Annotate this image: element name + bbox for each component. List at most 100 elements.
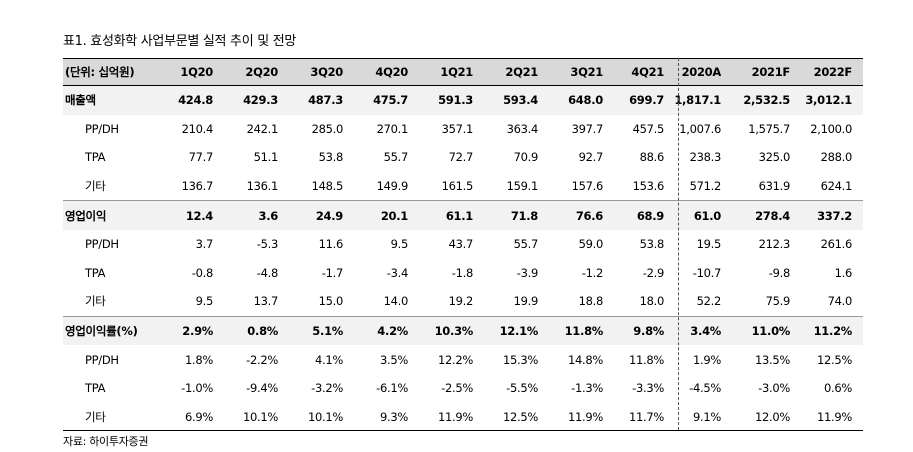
row-label: 기타: [85, 294, 106, 309]
table-cell: 13.5%: [754, 352, 790, 367]
table-cell: 74.0: [827, 294, 853, 309]
table-cell: -1.2: [581, 265, 604, 280]
column-header: 2Q21: [505, 65, 538, 79]
column-header: 4Q20: [375, 65, 408, 79]
table-cell: 88.6: [639, 150, 665, 165]
table-cell: 593.4: [503, 93, 538, 108]
row-label: PP/DH: [85, 352, 119, 367]
row-label: TPA: [85, 381, 106, 396]
table-cell: 591.3: [438, 93, 473, 108]
table-cell: -1.0%: [181, 381, 213, 396]
table-cell: 55.7: [383, 150, 409, 165]
table-cell: 397.7: [571, 121, 604, 136]
row-label: TPA: [85, 150, 106, 165]
table-cell: -4.8: [256, 265, 279, 280]
column-header: 2Q20: [245, 65, 278, 79]
table-cell: 14.0: [383, 294, 409, 309]
column-divider: [678, 58, 679, 430]
table-cell: 13.7: [253, 294, 279, 309]
table-cell: 153.6: [632, 179, 665, 194]
table-title: 표1. 효성화학 사업부문별 실적 추이 및 전망: [63, 34, 297, 49]
row-label: 기타: [85, 179, 106, 194]
table-cell: 53.8: [639, 237, 665, 252]
table-cell: 3.7: [195, 237, 214, 252]
table-cell: 363.4: [506, 121, 539, 136]
row-label: 영업이익: [65, 208, 107, 223]
table-row: PP/DH 3.7 -5.3 11.6 9.5 43.7 55.7 59.0 53.8 19.5 2…: [63, 230, 863, 259]
table-cell: 337.2: [817, 208, 852, 223]
table-cell: 11.8%: [628, 352, 664, 367]
table-cell: 148.5: [311, 179, 344, 194]
table-cell: 11.9%: [437, 409, 473, 424]
table-cell: 242.1: [246, 121, 279, 136]
table-cell: -3.2%: [311, 381, 343, 396]
table-cell: 12.2%: [437, 352, 473, 367]
table-cell: 475.7: [373, 93, 408, 108]
row-label: PP/DH: [85, 121, 119, 136]
table-cell: 0.8%: [247, 324, 278, 339]
table-cell: 19.9: [513, 294, 539, 309]
table-cell: 159.1: [506, 179, 539, 194]
table-cell: 1.6: [834, 265, 853, 280]
row-label: 기타: [85, 409, 106, 424]
table-cell: 11.0%: [751, 324, 791, 339]
row-label: 영업이익률(%): [65, 324, 138, 339]
table-cell: 75.9: [765, 294, 791, 309]
table-cell: 5.1%: [312, 324, 343, 339]
table-cell: 12.0%: [754, 409, 790, 424]
table-cell: 4.1%: [314, 352, 343, 367]
table-cell: 3.6: [258, 208, 279, 223]
table-cell: 9.3%: [379, 409, 408, 424]
table-cell: 51.1: [253, 150, 279, 165]
table-cell: 136.1: [246, 179, 279, 194]
table-cell: 70.9: [513, 150, 539, 165]
table-cell: 2,532.5: [743, 93, 790, 108]
table-cell: 10.3%: [434, 324, 474, 339]
table-cell: 1,575.7: [748, 121, 790, 136]
table-cell: 3,012.1: [805, 93, 852, 108]
table-cell: 15.3%: [502, 352, 538, 367]
table-cell: -6.1%: [376, 381, 408, 396]
table-cell: -2.2%: [246, 352, 278, 367]
column-header: 2021F: [751, 65, 791, 79]
table-cell: 325.0: [758, 150, 791, 165]
table-cell: 14.8%: [567, 352, 603, 367]
table-cell: 10.1%: [307, 409, 343, 424]
table-cell: 285.0: [311, 121, 344, 136]
table-cell: 4.2%: [377, 324, 408, 339]
table-cell: 11.2%: [813, 324, 853, 339]
column-header: 2022F: [813, 65, 853, 79]
table-cell: 71.8: [510, 208, 538, 223]
table-cell: -2.9: [642, 265, 665, 280]
table-cell: 18.0: [639, 294, 665, 309]
column-header: 3Q20: [310, 65, 343, 79]
table-cell: 15.0: [318, 294, 344, 309]
table-cell: 11.9%: [816, 409, 852, 424]
table-cell: 699.7: [629, 93, 664, 108]
table-cell: 1,817.1: [674, 93, 721, 108]
table-cell: 624.1: [820, 179, 853, 194]
table-cell: -4.5%: [689, 381, 721, 396]
table-cell: 11.9%: [567, 409, 603, 424]
table-cell: 631.9: [758, 179, 791, 194]
table-cell: 76.6: [575, 208, 603, 223]
table-cell: 53.8: [318, 150, 344, 165]
table-cell: -5.5%: [506, 381, 538, 396]
table-cell: 12.5%: [502, 409, 538, 424]
table-cell: 157.6: [571, 179, 604, 194]
table-cell: 288.0: [820, 150, 853, 165]
table-cell: 136.7: [181, 179, 214, 194]
table-row: 영업이익률(%) 2.9% 0.8% 5.1% 4.2% 10.3% 12.1% 11.8% 9…: [63, 315, 863, 346]
table-cell: 648.0: [568, 93, 603, 108]
table-cell: 238.3: [689, 150, 722, 165]
table-cell: 210.4: [181, 121, 214, 136]
table-row: 매출액 424.8 429.3 487.3 475.7 591.3 593.4 648.0 69…: [63, 86, 863, 115]
table-cell: -3.0%: [758, 381, 790, 396]
table-row: TPA 77.7 51.1 53.8 55.7 72.7 70.9 92.7 88.6 238.3…: [63, 143, 863, 172]
table-cell: 3.4%: [690, 324, 721, 339]
table-cell: -3.9: [516, 265, 539, 280]
table-cell: 92.7: [578, 150, 604, 165]
table-cell: 571.2: [689, 179, 722, 194]
table-cell: -1.7: [321, 265, 344, 280]
table-cell: 43.7: [448, 237, 474, 252]
